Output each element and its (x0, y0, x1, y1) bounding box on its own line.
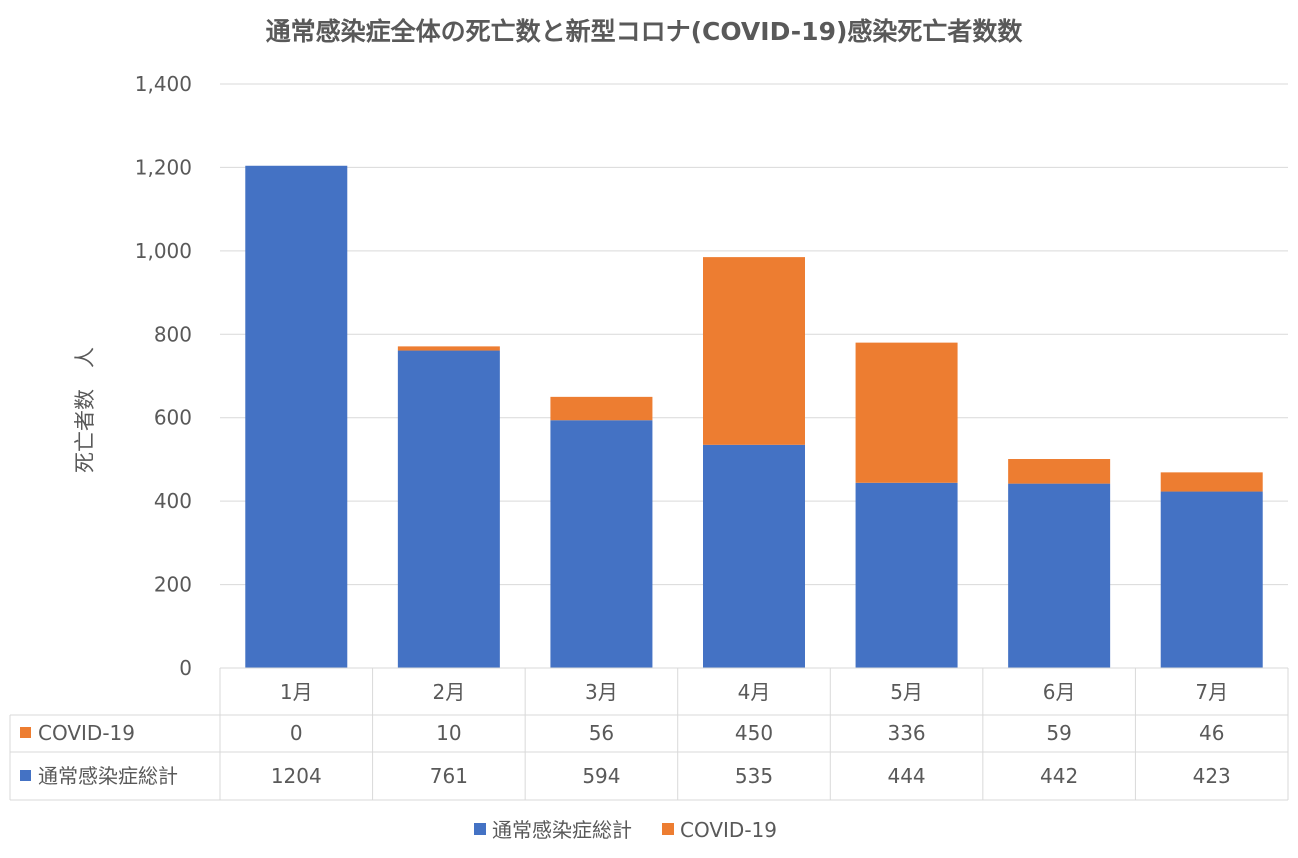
table-cell: 594 (582, 764, 620, 788)
table-cell: 1204 (271, 764, 322, 788)
x-tick-label: 6月 (1043, 680, 1076, 704)
bar-COVID-19-2月 (397, 346, 500, 351)
bar-通常感染症総計-3月 (550, 420, 653, 668)
table-cell: 535 (735, 764, 773, 788)
table-cell: 56 (589, 721, 614, 745)
bar-通常感染症総計-7月 (1160, 491, 1263, 668)
table-cell: 0 (290, 721, 303, 745)
y-tick-label: 1,400 (135, 72, 192, 96)
legend-key (474, 823, 486, 835)
table-cell: 442 (1040, 764, 1078, 788)
x-tick-label: 5月 (890, 680, 923, 704)
legend-label: COVID-19 (680, 818, 777, 842)
bar-COVID-19-5月 (855, 342, 958, 483)
table-cell: 336 (887, 721, 925, 745)
bar-通常感染症総計-2月 (397, 350, 500, 668)
x-tick-label: 2月 (432, 680, 465, 704)
x-tick-label: 3月 (585, 680, 618, 704)
table-cell: 59 (1046, 721, 1071, 745)
y-tick-label: 400 (154, 489, 192, 513)
table-legend-key (20, 770, 31, 781)
table-cell: 10 (436, 721, 461, 745)
table-series-label: COVID-19 (38, 721, 135, 745)
y-tick-label: 600 (154, 406, 192, 430)
bar-通常感染症総計-4月 (703, 444, 805, 668)
y-tick-label: 1,000 (135, 239, 192, 263)
table-cell: 444 (887, 764, 925, 788)
table-cell: 423 (1193, 764, 1231, 788)
bar-通常感染症総計-6月 (1008, 483, 1111, 668)
bar-通常感染症総計-1月 (245, 165, 348, 668)
table-cell: 761 (430, 764, 468, 788)
table-cell: 46 (1199, 721, 1224, 745)
bar-COVID-19-3月 (550, 396, 653, 421)
bar-通常感染症総計-5月 (855, 482, 958, 668)
table-cell: 450 (735, 721, 773, 745)
y-tick-label: 200 (154, 573, 192, 597)
chart-title: 通常感染症全体の死亡数と新型コロナ(COVID-19)感染死亡者数数 (266, 17, 1024, 46)
bar-COVID-19-6月 (1008, 459, 1111, 484)
legend-key (662, 823, 674, 835)
x-tick-label: 4月 (738, 680, 771, 704)
legend-label: 通常感染症総計 (492, 818, 632, 842)
y-tick-label: 1,200 (135, 155, 192, 179)
y-tick-label: 0 (179, 656, 192, 680)
y-tick-label: 800 (154, 322, 192, 346)
x-tick-label: 1月 (280, 680, 313, 704)
bar-COVID-19-7月 (1160, 472, 1263, 492)
x-tick-label: 7月 (1195, 680, 1228, 704)
y-axis-label: 死亡者数 人 (73, 347, 97, 473)
table-legend-key (20, 727, 31, 738)
table-series-label: 通常感染症総計 (38, 764, 178, 788)
bar-COVID-19-4月 (703, 257, 805, 445)
